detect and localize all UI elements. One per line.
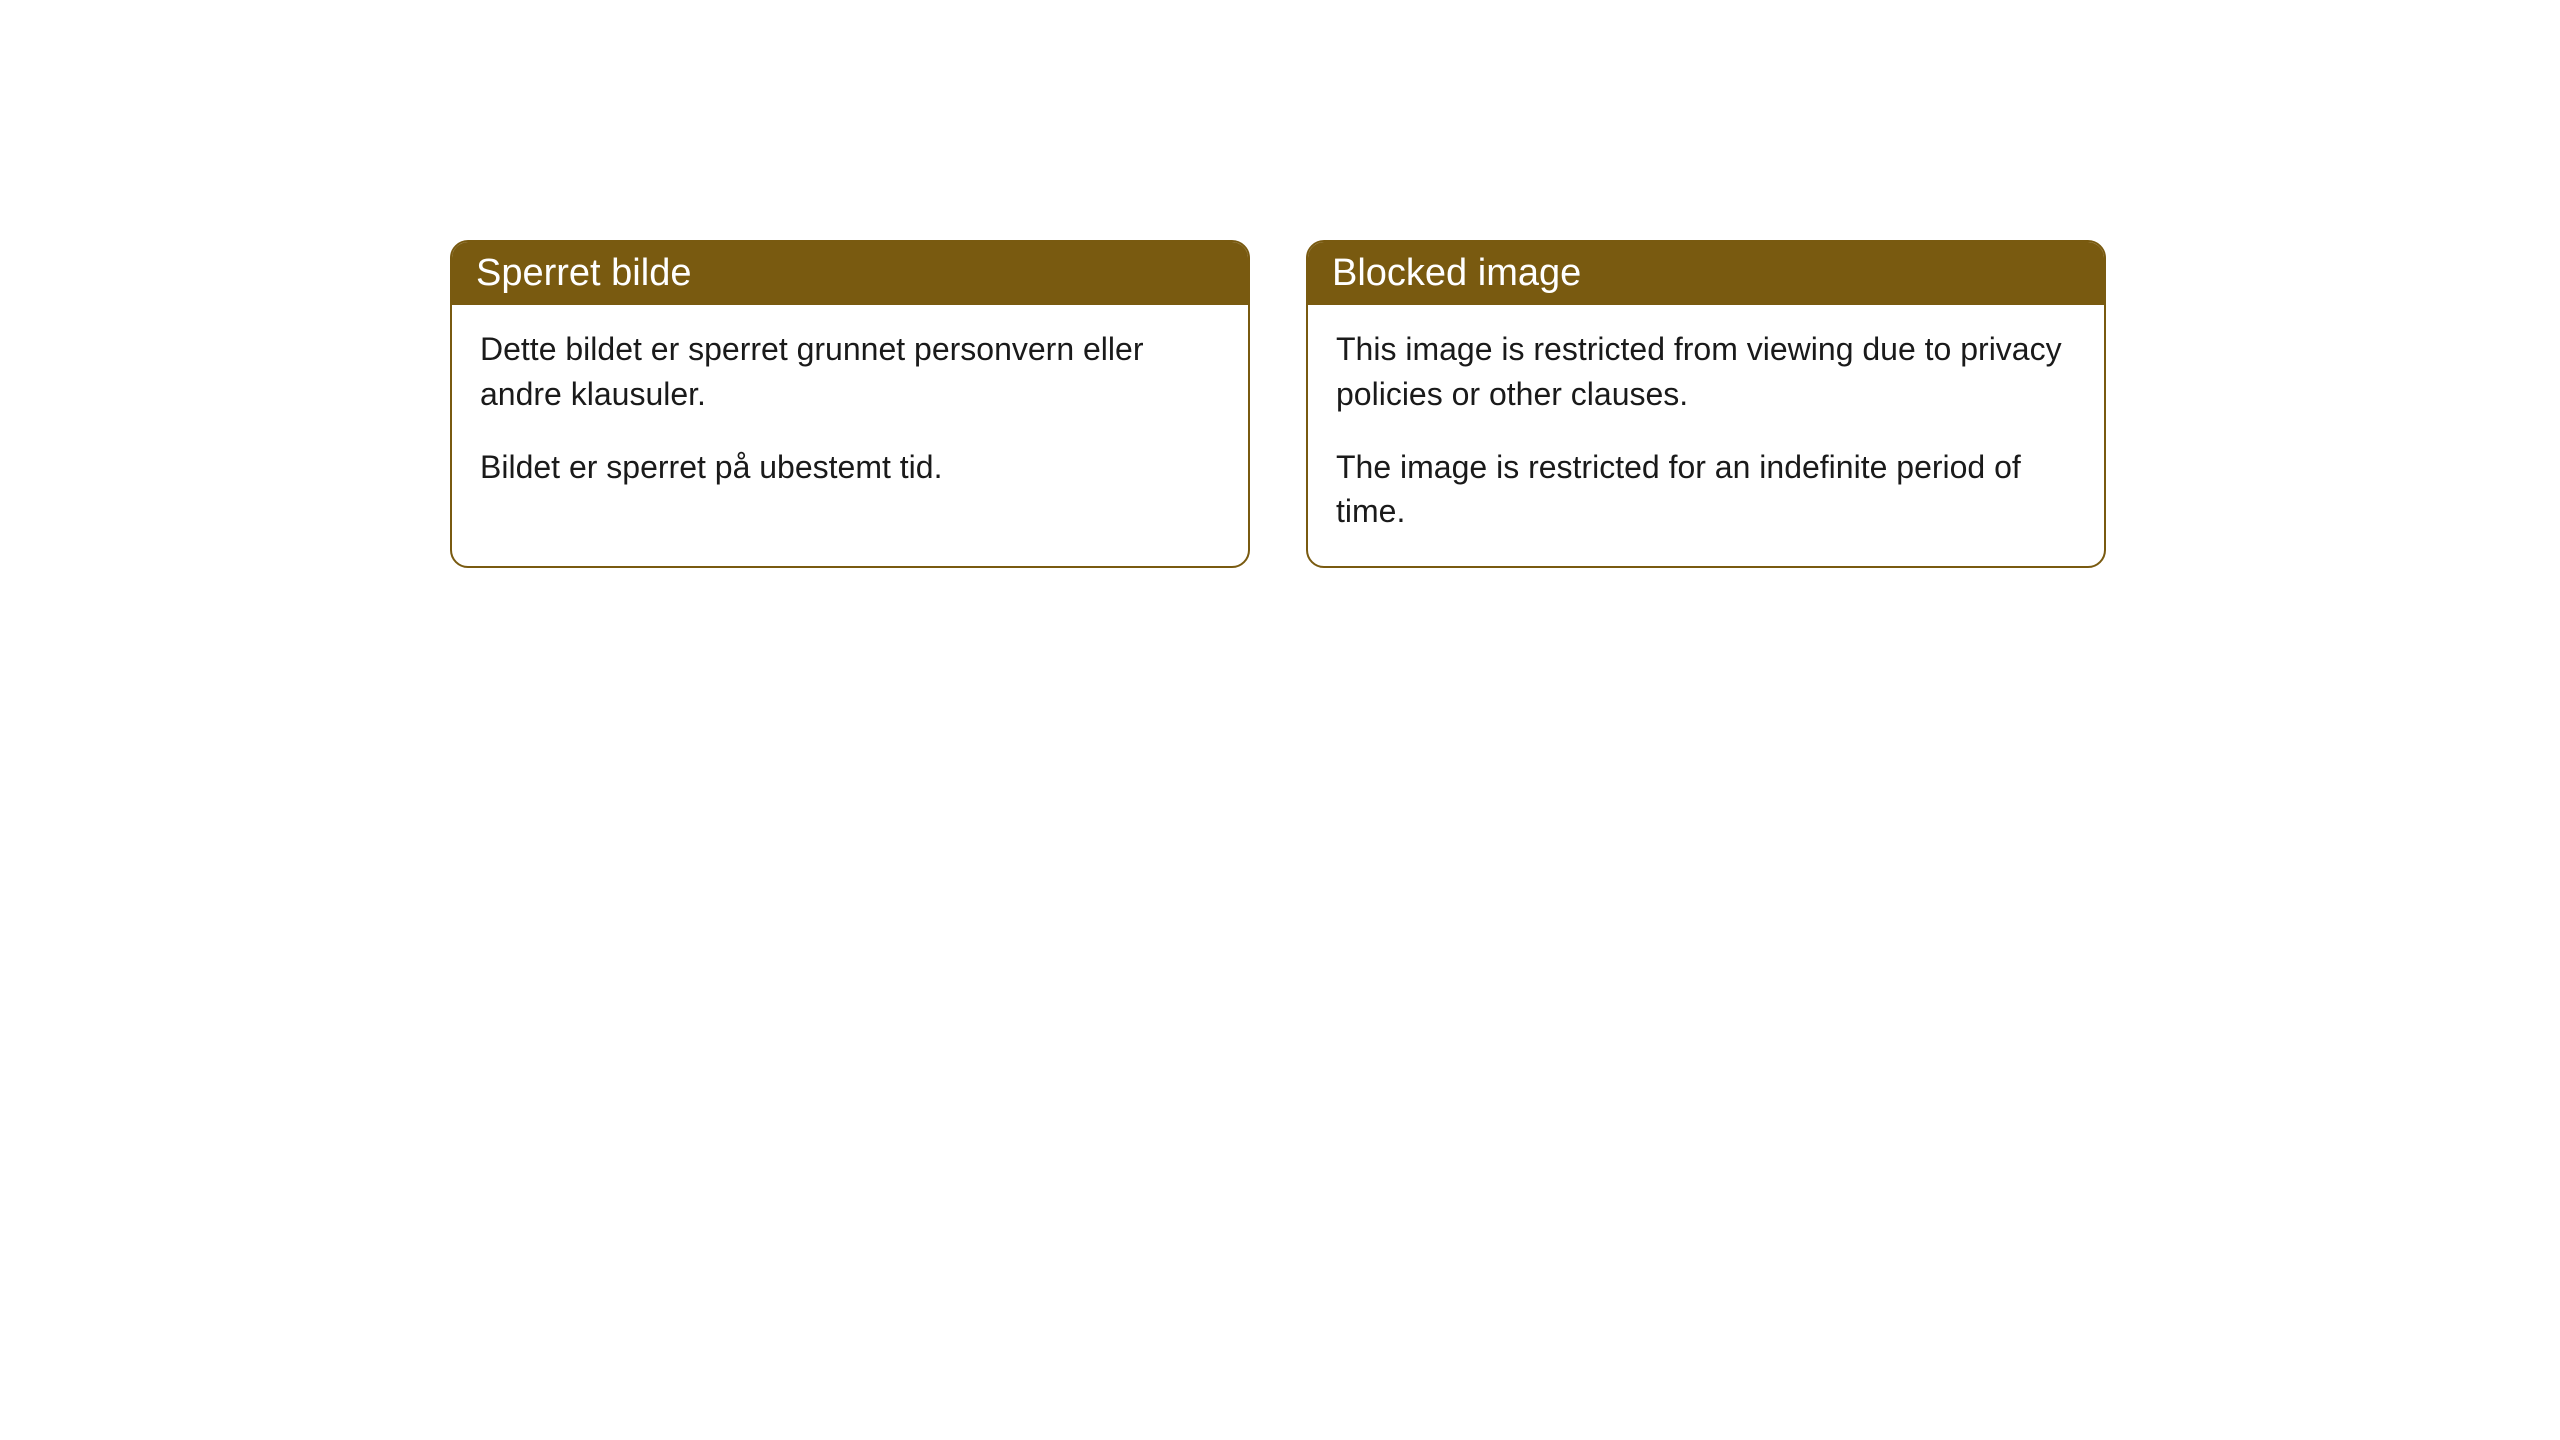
notice-card-english: Blocked image This image is restricted f…	[1306, 240, 2106, 568]
notice-paragraph-2-norwegian: Bildet er sperret på ubestemt tid.	[480, 445, 1220, 490]
notice-paragraph-2-english: The image is restricted for an indefinit…	[1336, 445, 2076, 535]
notice-cards-container: Sperret bilde Dette bildet er sperret gr…	[0, 0, 2560, 568]
notice-paragraph-1-norwegian: Dette bildet er sperret grunnet personve…	[480, 327, 1220, 417]
notice-body-norwegian: Dette bildet er sperret grunnet personve…	[452, 305, 1248, 521]
notice-header-english: Blocked image	[1308, 242, 2104, 305]
notice-card-norwegian: Sperret bilde Dette bildet er sperret gr…	[450, 240, 1250, 568]
notice-title-norwegian: Sperret bilde	[476, 252, 691, 294]
notice-paragraph-1-english: This image is restricted from viewing du…	[1336, 327, 2076, 417]
notice-title-english: Blocked image	[1332, 252, 1581, 294]
notice-header-norwegian: Sperret bilde	[452, 242, 1248, 305]
notice-body-english: This image is restricted from viewing du…	[1308, 305, 2104, 566]
